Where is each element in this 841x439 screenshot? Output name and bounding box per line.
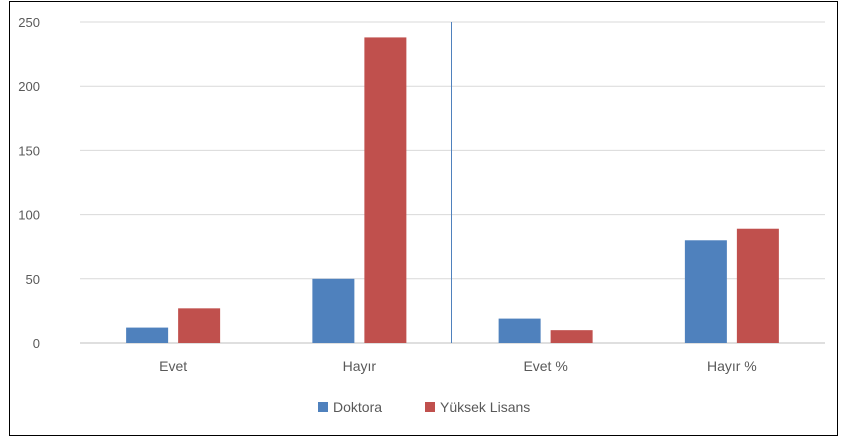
y-tick-label: 250: [18, 15, 40, 30]
y-axis-tick-labels: 0 50 100 150 200 250: [18, 15, 40, 351]
bar-doktora: [684, 240, 727, 343]
x-category-label: Evet %: [523, 358, 567, 374]
bar-doktora: [312, 278, 355, 343]
bar-yuksek-lisans: [178, 308, 221, 343]
bar-yuksek-lisans: [736, 228, 779, 343]
x-category-label: Hayır: [343, 358, 377, 374]
y-tick-label: 150: [18, 143, 40, 158]
x-category-label: Evet: [159, 358, 187, 374]
legend-label: Yüksek Lisans: [440, 399, 530, 415]
y-tick-label: 50: [26, 272, 40, 287]
bar-yuksek-lisans: [550, 330, 593, 343]
legend: Doktora Yüksek Lisans: [318, 399, 530, 415]
x-category-label: Hayır %: [707, 358, 757, 374]
bar-doktora: [126, 327, 169, 343]
legend-label: Doktora: [333, 399, 382, 415]
bar-yuksek-lisans: [364, 37, 407, 344]
y-tick-label: 200: [18, 79, 40, 94]
y-tick-label: 0: [33, 336, 40, 351]
legend-swatch: [318, 402, 328, 412]
legend-swatch: [425, 402, 435, 412]
chart-frame: [9, 1, 838, 436]
y-tick-label: 100: [18, 208, 40, 223]
bars: [126, 37, 779, 344]
bar-doktora: [498, 318, 541, 343]
x-axis-category-labels: Evet Hayır Evet % Hayır %: [159, 358, 757, 374]
